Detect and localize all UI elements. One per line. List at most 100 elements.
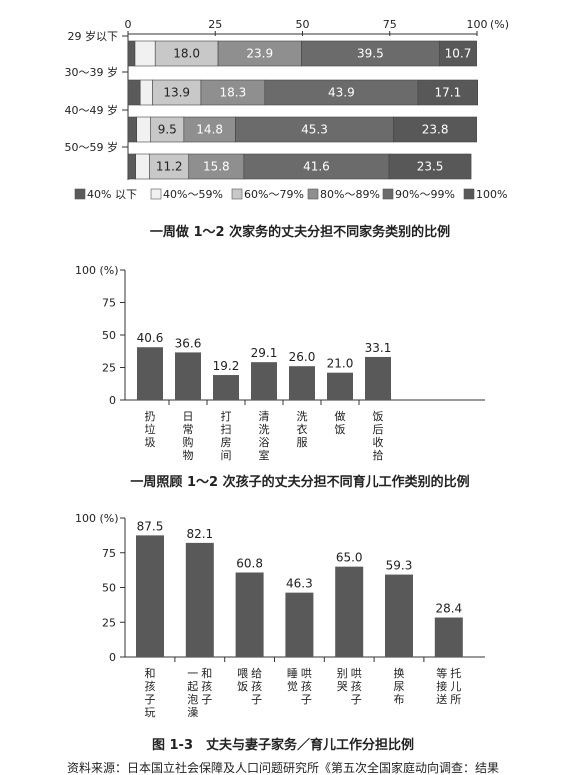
x-category-label: 洗衣服 (297, 410, 308, 449)
segment-value-label: 23.5 (417, 160, 444, 174)
segment-value-label: 23.9 (246, 47, 273, 61)
segment-value-label: 43.9 (328, 86, 355, 100)
bar-value-label: 87.5 (137, 519, 164, 533)
stacked-bar-segment (154, 40, 219, 67)
stacked-bar-segment (417, 79, 478, 106)
legend-label: 100% (476, 188, 507, 201)
stacked-bar-segment (139, 79, 153, 106)
bar (175, 352, 201, 400)
y-category-label: 40～49 岁 (65, 103, 119, 117)
segment-value-label: 9.5 (158, 123, 177, 137)
y-tick-label: 0 (109, 651, 116, 664)
legend-label: 60%～79% (244, 188, 304, 201)
bar-value-label: 40.6 (137, 331, 164, 345)
stacked-bar-segment (127, 79, 141, 106)
bar (285, 592, 314, 657)
segment-value-label: 45.3 (301, 123, 328, 137)
figure-caption: 图 1-3 丈夫与妻子家务／育儿工作分担比例 (152, 737, 414, 753)
legend-label: 40%～59% (163, 188, 223, 201)
legend-swatch (463, 188, 475, 200)
x-tick-label: 75 (383, 18, 397, 31)
chart1-title: 一周做 1～2 次家务的丈夫分担不同家务类别的比例 (150, 224, 450, 240)
y-tick-label: 0 (109, 394, 116, 407)
bar-value-label: 21.0 (327, 357, 354, 371)
bar (137, 347, 163, 400)
bar-value-label: 29.1 (251, 346, 278, 360)
stacked-bar-segment (152, 79, 202, 106)
stacked-bar-segment (149, 153, 190, 180)
segment-value-label: 10.7 (445, 47, 472, 61)
stacked-bar-segment (264, 79, 419, 106)
bar-value-label: 59.3 (386, 559, 413, 573)
legend-swatch (74, 188, 86, 200)
x-category-label: 一起泡澡 (187, 667, 198, 719)
segment-value-label: 11.2 (156, 160, 183, 174)
stacked-bar-segment (439, 40, 477, 67)
stacked-bar-segment (243, 153, 390, 180)
segment-value-label: 13.9 (163, 86, 190, 100)
stacked-bar-segment (127, 40, 136, 67)
bar (289, 366, 315, 400)
x-tick-label: 50 (296, 18, 310, 31)
bar (434, 617, 463, 657)
segment-value-label: 18.3 (220, 86, 247, 100)
bar-value-label: 36.6 (175, 336, 202, 350)
y-category-label: 29 岁以下 (68, 29, 119, 43)
y-tick-label: 50 (102, 582, 116, 595)
bar-value-label: 65.0 (336, 551, 363, 565)
bar (235, 572, 264, 657)
y-tick-label: 100 (%) (75, 264, 119, 277)
bar-value-label: 46.3 (286, 577, 313, 591)
y-category-label: 50～59 岁 (65, 140, 119, 154)
y-tick-label: 50 (102, 329, 116, 342)
stacked-bar-segment (188, 153, 245, 180)
legend-label: 40% 以下 (87, 188, 137, 201)
x-category-label: 哄孩子 (351, 667, 362, 706)
legend-swatch (231, 188, 243, 200)
legend-label: 80%～89% (320, 188, 380, 201)
x-tick-label: 100 (467, 18, 488, 31)
y-tick-label: 25 (102, 616, 116, 629)
x-category-label: 扔垃圾 (145, 409, 156, 449)
stacked-bar-segment (217, 40, 302, 67)
stacked-bar-segment (200, 79, 266, 106)
y-tick-label: 75 (102, 297, 116, 310)
segment-value-label: 41.6 (303, 160, 330, 174)
y-tick-label: 75 (102, 547, 116, 560)
y-tick-label: 100 (%) (75, 512, 119, 525)
stacked-bar-legend: 40% 以下 40%～59% 60%～79% 80%～89% 90%～99% 100% (74, 188, 507, 201)
chart2-title: 一周照顾 1～2 次孩子的丈夫分担不同育儿工作类别的比例 (130, 474, 469, 490)
legend-swatch (382, 188, 394, 200)
bar (136, 535, 164, 657)
x-category-label: 清洗浴室 (259, 410, 270, 462)
x-category-label: 睡觉 (287, 667, 298, 693)
bar (365, 356, 391, 400)
x-category-label: 等接送 (436, 666, 447, 706)
stacked-bar-segment (127, 116, 138, 143)
x-category-label: 饭后收拾 (373, 410, 384, 462)
bar-value-label: 33.1 (365, 341, 392, 355)
stacked-bar-segment (136, 116, 151, 143)
x-unit-label: (%) (490, 18, 509, 31)
x-category-label: 哄孩子 (301, 667, 312, 706)
x-category-label: 别哭 (337, 667, 348, 693)
stacked-bar-segment (183, 116, 236, 143)
segment-value-label: 14.8 (196, 123, 223, 137)
x-category-label: 打扫房间 (221, 409, 232, 462)
x-category-label: 给孩子 (251, 667, 262, 706)
x-category-label: 喂饭 (237, 667, 248, 693)
bar-value-label: 82.1 (186, 527, 213, 541)
x-tick-label: 25 (208, 18, 222, 31)
stacked-bar-chart: 0 25 50 75 100 (%) 29 岁以下 30～39 岁 40～49 岁 50～59 岁… (65, 18, 509, 180)
source-note: 资料来源：日本国立社会保障及人口问题研究所《第五次全国家庭动向调查：结果 (67, 760, 499, 775)
x-category-label: 做饭 (335, 409, 346, 436)
bar-value-label: 19.2 (213, 359, 240, 373)
bar (213, 375, 239, 400)
segment-value-label: 17.1 (434, 86, 461, 100)
x-category-label: 和孩子 (201, 667, 212, 706)
stacked-bar-segment (134, 40, 156, 67)
x-category-label: 和孩子玩 (145, 667, 156, 719)
segment-value-label: 23.8 (422, 123, 449, 137)
